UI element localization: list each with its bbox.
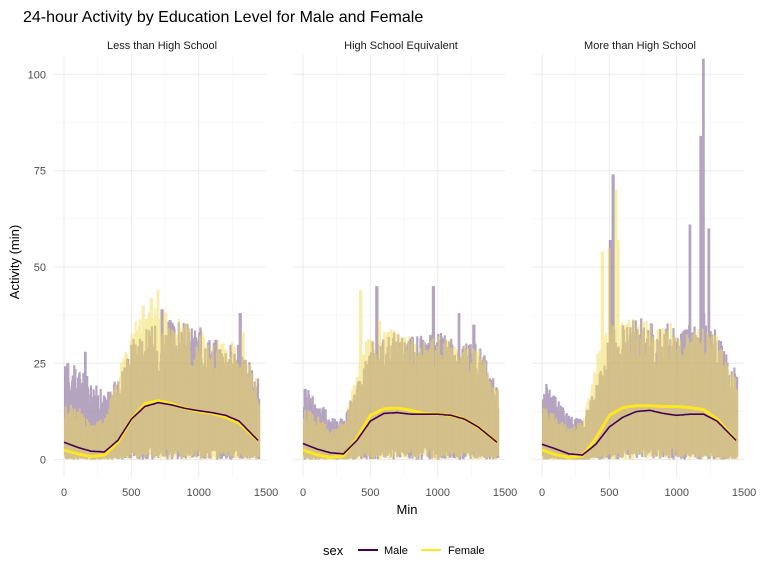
activity-bar [360, 290, 363, 457]
x-tick-label: 1500 [732, 487, 756, 499]
activity-bars-female [64, 290, 261, 460]
x-tick-label: 1000 [186, 487, 210, 499]
activity-bar [702, 58, 705, 456]
x-tick-label: 1500 [254, 487, 278, 499]
x-tick-label: 0 [300, 487, 306, 499]
x-tick-label: 500 [361, 487, 379, 499]
y-tick-label: 75 [34, 166, 46, 178]
y-tick-label: 100 [28, 69, 46, 81]
activity-bars-female [303, 290, 500, 460]
panel-title: High School Equivalent [344, 40, 458, 52]
chart-title: 24-hour Activity by Education Level for … [23, 9, 423, 26]
panel-2: High School Equivalent 0 500 1000 1500 [293, 40, 517, 499]
legend-label-male: Male [384, 545, 408, 557]
legend-title: sex [323, 543, 344, 558]
panel-3: More than High School 0 500 1000 1500 [532, 40, 756, 499]
activity-bar [612, 174, 615, 456]
y-axis-label: Activity (min) [7, 225, 22, 299]
y-tick-label: 50 [34, 262, 46, 274]
smooth-line-male [541, 409, 737, 456]
activity-bar [497, 389, 500, 456]
smooth-line-male [63, 401, 259, 453]
smooth-line-female [541, 404, 738, 459]
activity-bar [736, 389, 739, 460]
y-tick-label: 0 [40, 455, 46, 467]
legend-label-female: Female [448, 545, 485, 557]
panel-title: More than High School [584, 40, 696, 52]
x-tick-label: 1500 [493, 487, 517, 499]
y-tick-label: 25 [34, 358, 46, 370]
x-tick-label: 500 [600, 487, 618, 499]
panel-1: Less than High School 0 500 1000 1500 0 25 50 75… [28, 40, 279, 499]
x-tick-label: 500 [122, 487, 140, 499]
activity-bar [258, 406, 261, 456]
x-tick-label: 0 [61, 487, 67, 499]
activity-bar [699, 135, 703, 453]
smooth-line-male [302, 411, 498, 455]
legend: sex Male Female [323, 543, 485, 558]
x-tick-label: 0 [539, 487, 545, 499]
panel-title: Less than High School [107, 40, 217, 52]
x-axis-label: Min [397, 502, 418, 517]
smooth-line-female [63, 399, 260, 459]
activity-bar [689, 224, 692, 451]
x-tick-label: 1000 [664, 487, 688, 499]
x-tick-label: 1000 [425, 487, 449, 499]
